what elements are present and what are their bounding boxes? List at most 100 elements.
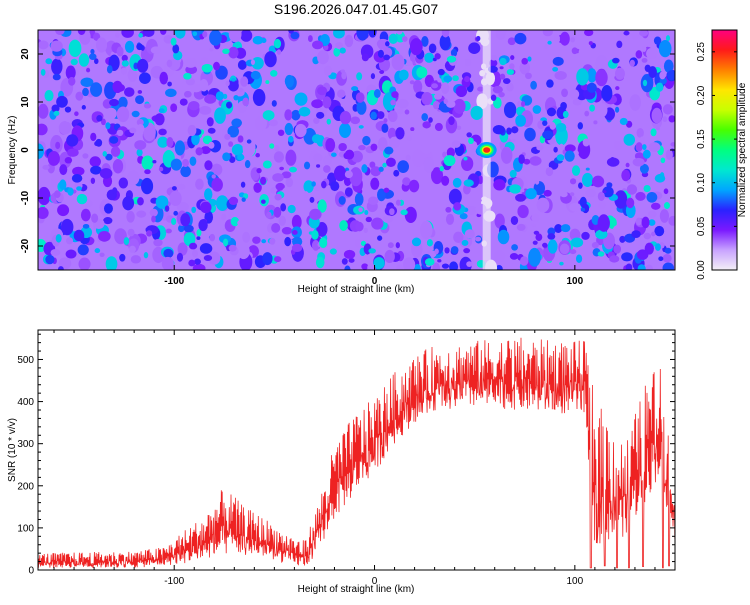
spectrogram-cell xyxy=(52,73,61,81)
spectrogram-cell xyxy=(294,92,308,106)
spectrogram-cell xyxy=(118,177,129,189)
spectrogram-cell xyxy=(137,197,144,206)
spectrogram-cell xyxy=(635,142,643,152)
spectrogram-cell xyxy=(395,199,401,206)
spectrogram-cell xyxy=(206,117,214,127)
spectrogram-cell xyxy=(136,210,147,218)
spectrogram-cell xyxy=(230,216,240,227)
spectrogram-cell xyxy=(597,251,605,257)
spectrogram-cell xyxy=(57,204,70,217)
spectrogram-cell xyxy=(602,190,607,194)
spectrogram-cell xyxy=(303,161,311,170)
spectrogram-cell xyxy=(202,31,208,38)
spectrogram-y-tick-label: 20 xyxy=(20,48,31,60)
spectrogram-cell xyxy=(560,191,568,198)
spectrogram-cell xyxy=(434,53,441,60)
spectrogram-cell xyxy=(650,202,661,210)
spectrogram-cell xyxy=(303,191,309,198)
snr-y-tick-label: 100 xyxy=(17,523,34,534)
colorbar-tick-label: 0.15 xyxy=(696,129,707,149)
spectrogram-cell xyxy=(424,258,435,266)
spectrogram-cell xyxy=(421,91,433,106)
spectrogram-cell xyxy=(586,82,597,93)
spectrogram-cell xyxy=(254,116,268,131)
spectrogram-cell xyxy=(174,30,186,39)
spectrogram-cell xyxy=(76,186,82,191)
spectrogram-cell xyxy=(452,177,462,188)
spectrogram-cell xyxy=(428,117,433,123)
spectrogram-cell xyxy=(368,30,377,38)
spectrogram-cell xyxy=(662,253,672,263)
spectrogram-cell xyxy=(136,148,143,157)
spectrogram-cell xyxy=(65,249,77,259)
spectrogram-cell xyxy=(102,151,107,157)
spectrogram-cell xyxy=(423,157,435,173)
spectrogram-cell xyxy=(90,48,95,55)
spectrogram-cell xyxy=(344,34,354,48)
spectrogram-cell xyxy=(408,179,420,193)
spectrogram-cell xyxy=(280,203,287,212)
spectrogram-cell xyxy=(662,262,675,270)
spectrogram-cell xyxy=(271,100,277,107)
spectrogram-cell xyxy=(645,264,654,270)
spectrogram-cell xyxy=(90,165,102,175)
spectrogram-cell xyxy=(547,233,556,240)
spectrogram-cell xyxy=(500,146,513,164)
spectrogram-cell xyxy=(501,30,508,33)
spectrogram-cell xyxy=(584,30,594,37)
spectrogram-cell xyxy=(559,143,564,150)
spectrogram-cell xyxy=(136,43,144,51)
spectrogram-cell xyxy=(194,258,201,265)
spectrogram-cell xyxy=(173,210,178,216)
spectrogram-cell xyxy=(177,242,188,256)
spectrogram-cell xyxy=(116,129,124,137)
spectrogram-cell xyxy=(464,58,472,67)
spectrogram-cell xyxy=(284,109,293,121)
spectrogram-cell xyxy=(448,188,462,205)
spectrogram-cell xyxy=(373,257,385,270)
spectrogram-cell xyxy=(402,177,411,186)
spectrogram-cell xyxy=(555,122,567,132)
spectrogram-cell xyxy=(262,110,275,121)
spectrogram-cell xyxy=(651,231,656,237)
spectrogram-cell xyxy=(112,159,124,174)
spectrogram-cell xyxy=(553,34,561,44)
spectrogram-cell xyxy=(625,263,633,270)
spectrogram-cell xyxy=(443,98,448,105)
spectrogram-cell xyxy=(68,76,76,86)
spectrogram-cell xyxy=(635,50,643,59)
spectrogram-cell xyxy=(545,166,554,177)
spectrogram-cell xyxy=(384,249,395,264)
spectrogram-cell xyxy=(367,196,379,205)
spectrogram-cell xyxy=(370,73,376,80)
spectrogram-cell xyxy=(86,67,91,73)
spectrogram-cell xyxy=(330,181,340,192)
spectrogram-cell xyxy=(207,127,216,134)
spectrogram-cell xyxy=(273,151,285,163)
spectrogram-cell xyxy=(664,247,672,254)
spectrogram-cell xyxy=(387,110,398,123)
spectrogram-cell xyxy=(499,73,506,80)
spectrogram-cell xyxy=(598,201,606,210)
spectrogram-cell xyxy=(361,164,368,173)
spectrogram-cell xyxy=(312,40,324,50)
spectrogram-cell xyxy=(642,144,647,150)
spectrogram-cell xyxy=(285,177,294,188)
spectrogram-cell xyxy=(76,193,88,205)
spectrogram-cell xyxy=(516,223,526,231)
spectrogram-cell xyxy=(591,241,599,249)
spectrogram-cell xyxy=(138,33,143,38)
spectrogram-cell xyxy=(171,217,177,226)
spectrogram-cell xyxy=(339,111,352,125)
spectrogram-cell xyxy=(441,263,450,269)
spectrogram-cell xyxy=(177,183,186,190)
colorbar-tick-label: 0.05 xyxy=(696,216,707,236)
spectrogram-cell xyxy=(136,58,149,73)
spectrogram-cell xyxy=(569,202,581,212)
spectrogram-cell xyxy=(663,188,669,195)
spectrogram-cell xyxy=(358,207,363,213)
spectrogram-cell xyxy=(214,107,226,124)
spectrogram-cell xyxy=(82,153,89,159)
spectrogram-cell xyxy=(639,163,649,174)
